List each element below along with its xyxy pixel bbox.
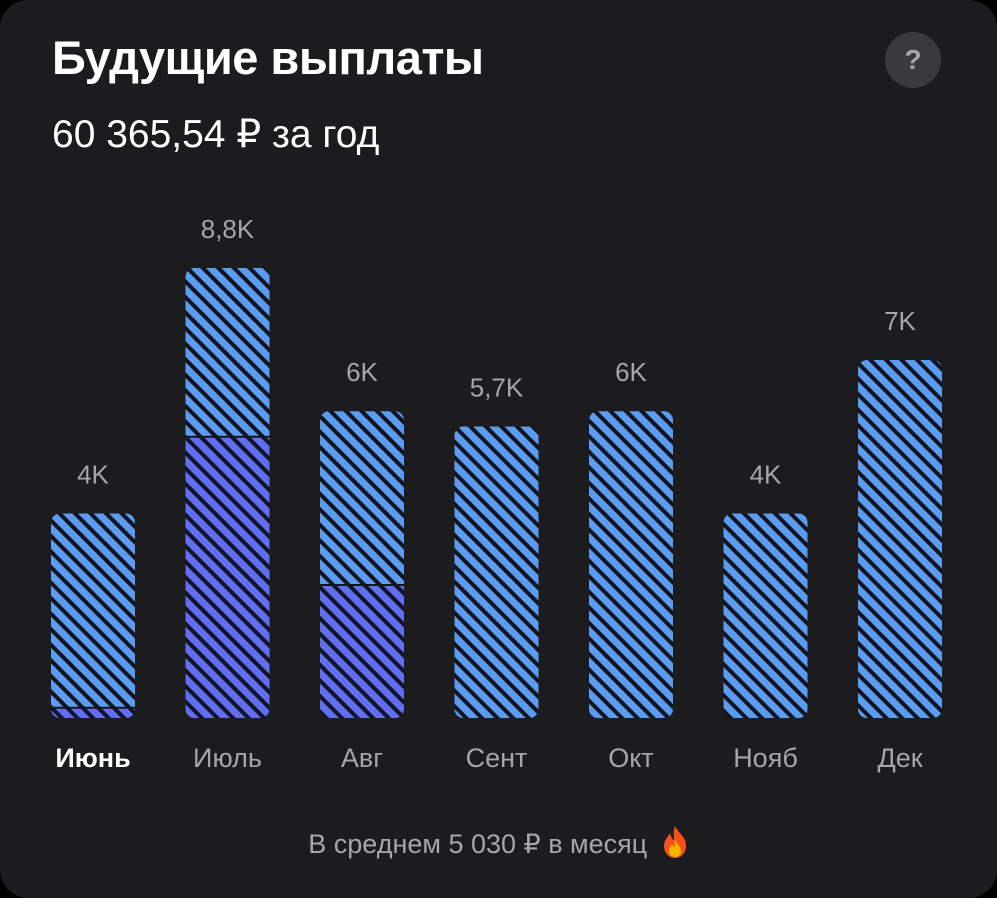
- bar-segment-expected: [185, 268, 270, 437]
- bar-segment-expected: [858, 360, 942, 718]
- bar-2[interactable]: [320, 411, 404, 718]
- bar-segment-expected: [723, 513, 808, 718]
- yearly-total: 60 365,54 ₽ за год: [52, 113, 380, 156]
- month-label[interactable]: Дек: [877, 743, 922, 773]
- bar-value-label: 6K: [346, 357, 378, 387]
- bar-3[interactable]: [454, 426, 539, 718]
- monthly-average: В среднем 5 030 ₽ в месяц: [0, 825, 997, 860]
- bar-6[interactable]: [858, 360, 942, 718]
- bar-segment-expected: [454, 426, 539, 718]
- bar-segment-confirmed: [185, 436, 270, 718]
- month-label[interactable]: Авг: [341, 743, 383, 773]
- bar-value-label: 4K: [750, 459, 782, 489]
- bar-segment-expected: [589, 411, 673, 718]
- bar-segment-expected: [320, 411, 404, 586]
- bar-segment-confirmed: [51, 707, 135, 718]
- bar-value-label: 7K: [884, 306, 916, 336]
- bar-1[interactable]: [185, 268, 270, 718]
- bar-value-label: 4K: [77, 459, 109, 489]
- bar-5[interactable]: [723, 513, 808, 718]
- month-label[interactable]: Сент: [466, 743, 528, 773]
- average-text: В среднем 5 030 ₽ в месяц: [308, 829, 648, 859]
- question-mark-icon: ?: [904, 44, 922, 75]
- month-label[interactable]: Июнь: [55, 743, 130, 773]
- bar-value-label: 6K: [615, 357, 647, 387]
- bar-segment-confirmed: [320, 585, 404, 718]
- help-button[interactable]: ?: [885, 32, 941, 88]
- flame-icon: [663, 826, 686, 858]
- month-label[interactable]: Окт: [608, 743, 653, 773]
- month-label[interactable]: Нояб: [733, 743, 798, 773]
- bar-segment-expected: [51, 513, 135, 708]
- bar-value-label: 8,8K: [201, 214, 255, 244]
- card-title: Будущие выплаты: [52, 31, 484, 84]
- bar-4[interactable]: [589, 411, 673, 718]
- bar-value-label: 5,7K: [470, 373, 524, 403]
- month-label[interactable]: Июль: [193, 743, 262, 773]
- bar-0[interactable]: [51, 513, 135, 718]
